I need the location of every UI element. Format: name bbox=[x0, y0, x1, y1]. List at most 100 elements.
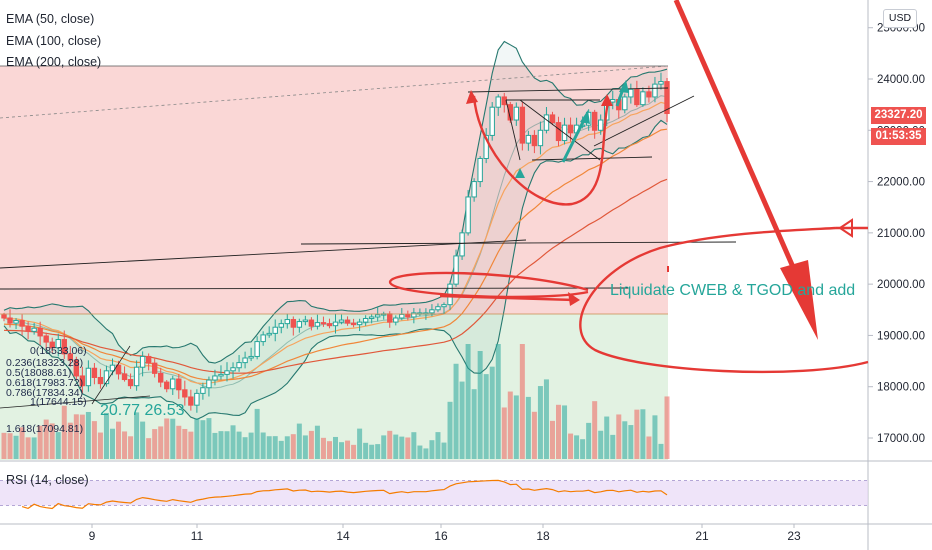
volume-bar bbox=[284, 436, 290, 459]
candle-body bbox=[368, 316, 375, 320]
ema200-line bbox=[3, 178, 668, 374]
volume-bar bbox=[622, 421, 628, 459]
volume-bar bbox=[477, 351, 483, 459]
volume-bar bbox=[399, 436, 405, 459]
volume-bar bbox=[7, 433, 13, 459]
legend-ema200[interactable]: EMA (200, close) bbox=[6, 55, 102, 69]
candle-body bbox=[260, 334, 266, 343]
price-tick-label: 22000.00 bbox=[877, 177, 925, 189]
volume-bar bbox=[423, 448, 429, 459]
volume-bar bbox=[459, 381, 465, 459]
price-tick-label: 19000.00 bbox=[877, 330, 925, 342]
candle-body bbox=[296, 321, 303, 328]
volume-bar bbox=[194, 418, 200, 459]
volume-bar bbox=[67, 422, 73, 459]
red-pointer-head bbox=[568, 292, 580, 306]
candle-body bbox=[646, 91, 652, 98]
candle-body bbox=[31, 327, 37, 332]
volume-bar bbox=[369, 444, 375, 459]
candle-body bbox=[79, 375, 86, 387]
volume-bar bbox=[465, 344, 471, 459]
candle-body bbox=[194, 392, 200, 406]
volume-bar bbox=[326, 441, 332, 459]
volume-bar bbox=[242, 437, 248, 459]
volume-bar bbox=[272, 436, 278, 459]
price-tick-label: 20000.00 bbox=[877, 279, 925, 291]
volume-bar bbox=[640, 409, 646, 459]
volume-bar bbox=[1, 432, 7, 459]
volume-bar bbox=[91, 421, 97, 459]
candle-body bbox=[200, 387, 206, 394]
legend-ema100[interactable]: EMA (100, close) bbox=[6, 34, 102, 48]
time-tick-label: 9 bbox=[89, 529, 96, 543]
volume-bar bbox=[405, 437, 411, 459]
volume-bar bbox=[513, 395, 519, 459]
volume-bar bbox=[146, 438, 152, 459]
candle-body bbox=[272, 326, 278, 334]
volume-bar bbox=[429, 440, 435, 459]
fib-diagonal bbox=[91, 345, 131, 405]
volume-bar bbox=[97, 432, 103, 459]
currency-badge[interactable]: USD bbox=[883, 9, 917, 28]
volume-bar bbox=[549, 420, 555, 459]
candle-body bbox=[25, 325, 31, 332]
candle-body bbox=[567, 124, 574, 134]
volume-bar bbox=[73, 414, 79, 459]
candle-body bbox=[236, 362, 242, 369]
green-arrow-shaft bbox=[561, 117, 587, 163]
candle-body bbox=[405, 313, 411, 318]
candle-body bbox=[115, 364, 122, 375]
candle-body bbox=[459, 232, 465, 257]
legend-rsi[interactable]: RSI (14, close) bbox=[6, 473, 89, 487]
volume-bar bbox=[580, 439, 586, 459]
red-cup-curve bbox=[472, 95, 610, 206]
volume-bar bbox=[308, 430, 314, 459]
volume-bar bbox=[188, 431, 194, 459]
rising-wedge-line bbox=[593, 95, 695, 147]
rsi-pane bbox=[0, 479, 868, 510]
candle-body bbox=[477, 157, 483, 183]
time-tick-label: 18 bbox=[536, 529, 550, 543]
volume-bar bbox=[302, 435, 308, 459]
red-ellipse bbox=[388, 271, 589, 299]
volume-bar bbox=[537, 386, 543, 459]
time-tick-label: 21 bbox=[695, 529, 709, 543]
volume-bar bbox=[200, 420, 206, 459]
volume-bar bbox=[266, 436, 272, 459]
candle-body bbox=[549, 114, 556, 124]
volume-bar bbox=[652, 415, 658, 459]
volume-bar bbox=[55, 432, 61, 459]
candle-body bbox=[393, 317, 399, 323]
volume-bar bbox=[49, 423, 55, 459]
price-tick-label: 21000.00 bbox=[877, 228, 925, 240]
trend-drawings bbox=[0, 0, 869, 409]
green-arrow-head bbox=[580, 110, 590, 124]
candle-body bbox=[103, 370, 110, 385]
time-tick-label: 11 bbox=[191, 529, 204, 543]
candle-body bbox=[43, 335, 49, 343]
volume-bar bbox=[646, 436, 652, 459]
time-tick-label: 23 bbox=[787, 529, 801, 543]
volume-bar bbox=[116, 421, 122, 459]
volume-bar bbox=[31, 437, 37, 459]
candle-body bbox=[537, 129, 544, 147]
candle-body bbox=[652, 83, 658, 98]
volume-bar bbox=[109, 428, 115, 459]
candle-body bbox=[531, 134, 538, 147]
legend-ema50[interactable]: EMA (50, close) bbox=[6, 12, 95, 26]
volume-bar bbox=[357, 428, 363, 459]
candle-body bbox=[121, 373, 128, 381]
volume-bar bbox=[170, 418, 176, 459]
volume-bar bbox=[61, 405, 67, 459]
candle-body bbox=[658, 81, 664, 85]
candle-body bbox=[109, 364, 116, 372]
candle-body bbox=[356, 321, 363, 326]
candle-body bbox=[254, 341, 260, 357]
volume-bar bbox=[531, 411, 537, 459]
volume-bar bbox=[182, 428, 188, 459]
candle-body bbox=[543, 114, 550, 131]
candle-body bbox=[429, 309, 435, 314]
candle-body bbox=[302, 319, 309, 323]
candle-body bbox=[151, 362, 158, 374]
